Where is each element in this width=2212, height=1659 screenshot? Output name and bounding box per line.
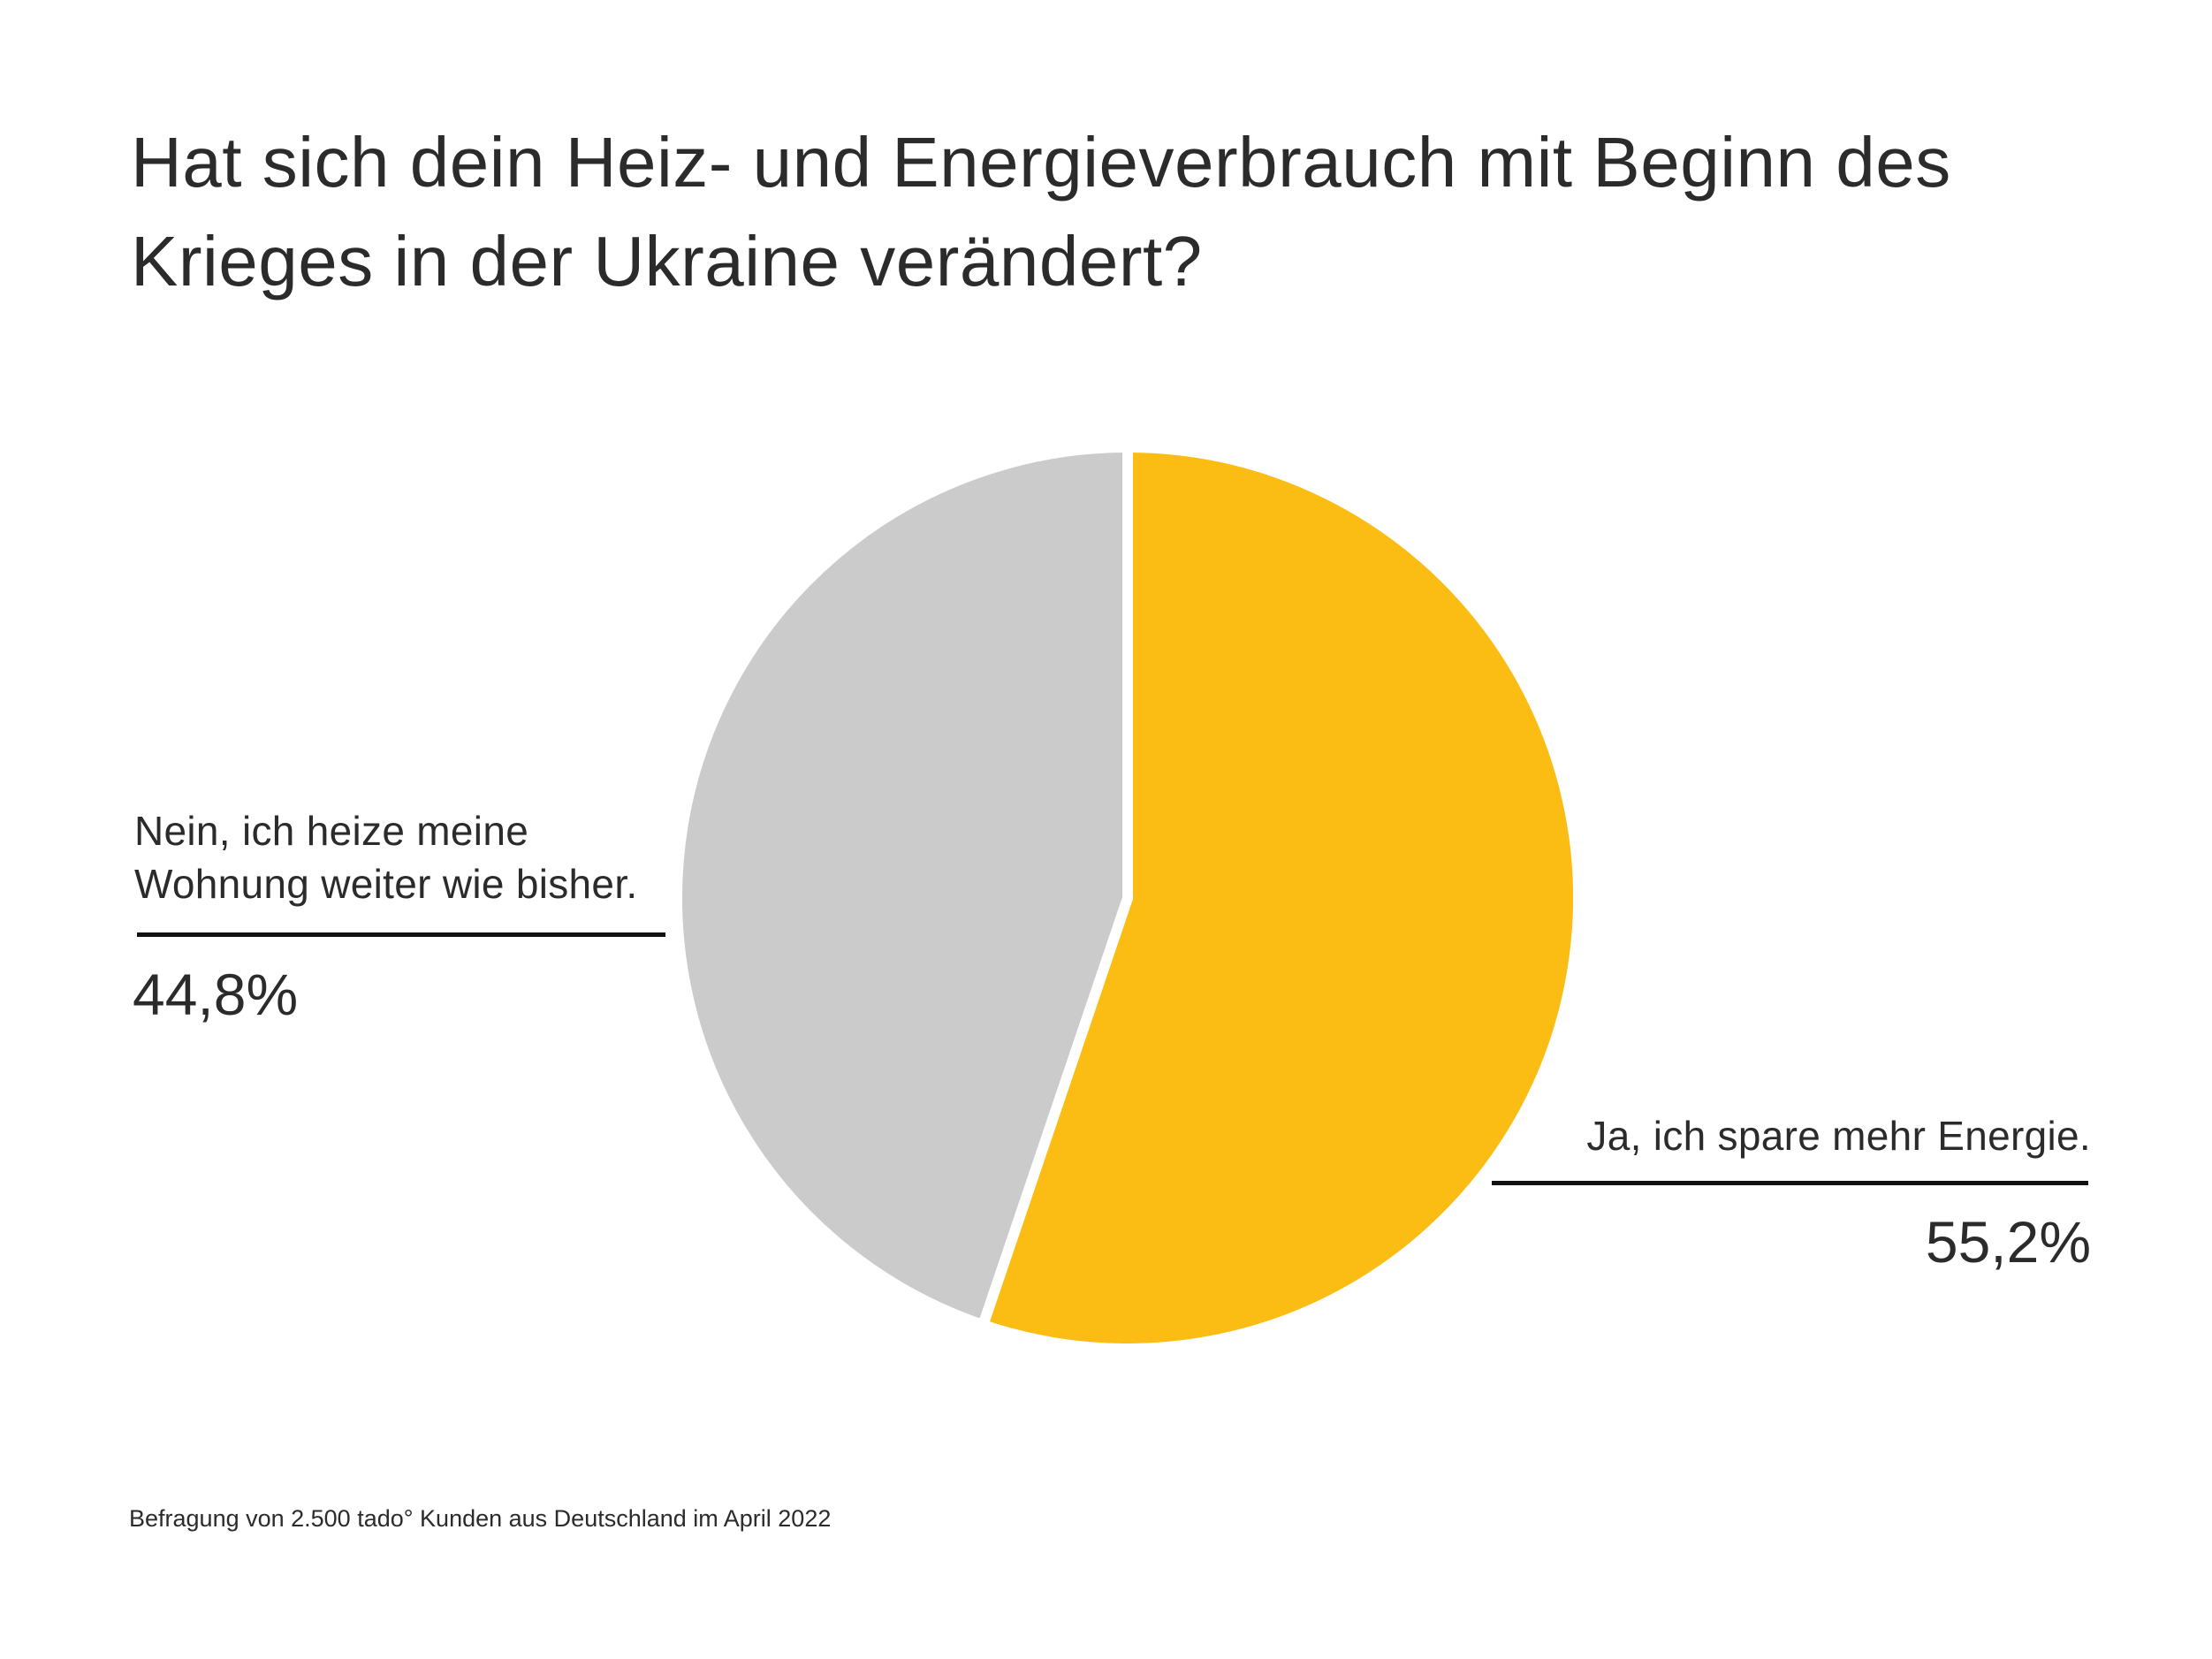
slice-label-no-line2: Wohnung weiter wie bisher. xyxy=(134,861,638,907)
slice-value-yes: 55,2% xyxy=(1925,1209,2091,1275)
footnote: Befragung von 2.500 tado° Kunden aus Deu… xyxy=(129,1505,832,1532)
chart-title: Hat sich dein Heiz- und Energieverbrauch… xyxy=(131,123,1951,301)
pie-slices xyxy=(672,441,1584,1354)
slice-label-yes: Ja, ich spare mehr Energie. xyxy=(1586,1113,2091,1159)
leader-line-no xyxy=(137,932,665,937)
leader-line-yes xyxy=(1492,1181,2088,1185)
slice-value-no: 44,8% xyxy=(133,962,299,1027)
pie-slice-no xyxy=(672,441,1133,1332)
slice-label-no-line1: Nein, ich heize meine xyxy=(134,808,529,854)
slice-label-no: Nein, ich heize meine Wohnung weiter wie… xyxy=(134,804,700,910)
